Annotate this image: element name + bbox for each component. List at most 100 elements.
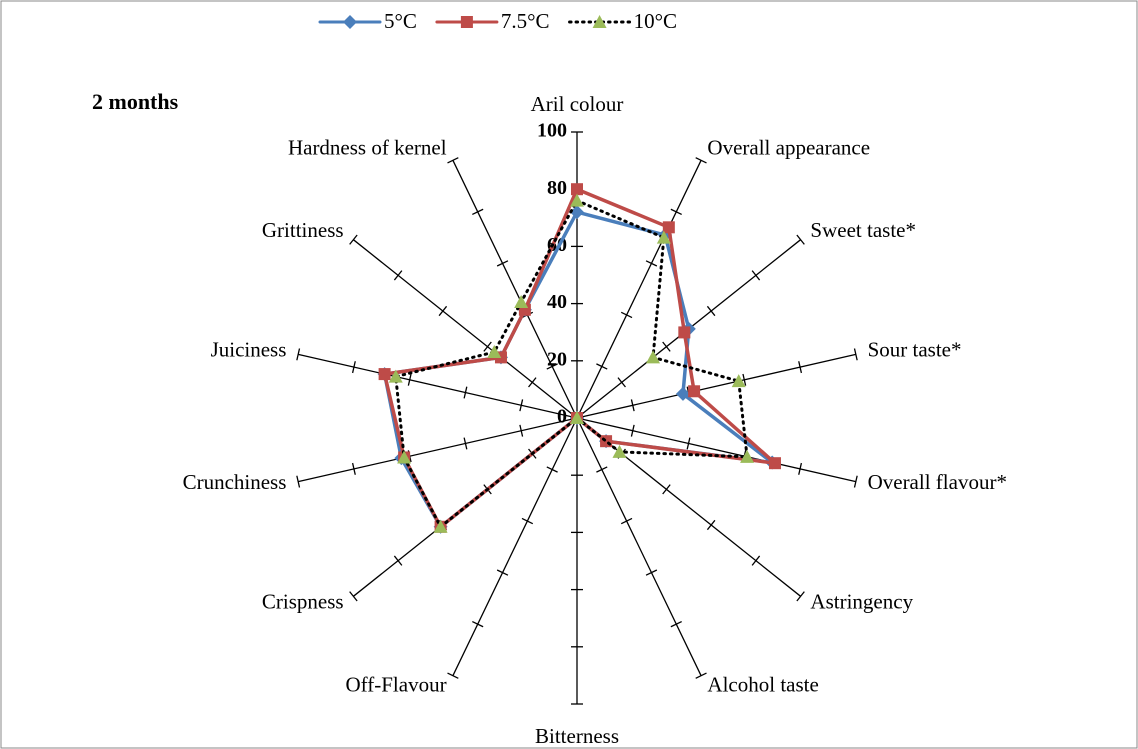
axis-line bbox=[352, 239, 578, 419]
tick-mark bbox=[686, 437, 691, 450]
category-label: Crispness bbox=[262, 590, 344, 614]
tick-mark bbox=[751, 270, 761, 281]
tick-mark bbox=[617, 377, 626, 388]
series-marker bbox=[514, 295, 529, 309]
r-tick-label: 100 bbox=[537, 120, 567, 142]
tick-mark bbox=[853, 348, 858, 361]
series-marker bbox=[378, 368, 391, 381]
tick-mark bbox=[296, 475, 301, 488]
tick-mark bbox=[798, 462, 803, 475]
axis-line bbox=[452, 160, 578, 419]
legend-label: 7.5°C bbox=[501, 9, 550, 33]
tick-mark bbox=[695, 672, 707, 679]
legend-label: 5°C bbox=[384, 9, 417, 33]
series-marker bbox=[570, 193, 584, 207]
r-tick-label: 0 bbox=[557, 406, 567, 428]
series-marker bbox=[662, 221, 675, 234]
series-marker bbox=[570, 205, 584, 220]
category-label: Hardness of kernel bbox=[288, 135, 447, 159]
r-tick-label: 40 bbox=[547, 291, 567, 313]
category-label: Sour taste* bbox=[868, 338, 962, 362]
category-label: Juiciness bbox=[211, 338, 287, 362]
category-label: Bitterness bbox=[535, 724, 619, 748]
category-label: Astringency bbox=[810, 590, 913, 614]
tick-mark bbox=[751, 555, 761, 566]
tick-mark bbox=[393, 555, 403, 566]
axis-line bbox=[576, 417, 702, 676]
tick-mark bbox=[645, 569, 658, 576]
tick-mark bbox=[496, 260, 509, 267]
legend-marker bbox=[343, 15, 357, 29]
r-tick-label: 20 bbox=[547, 348, 567, 370]
tick-mark bbox=[546, 363, 558, 370]
category-label: Alcohol taste bbox=[707, 672, 818, 696]
axis-line bbox=[452, 417, 578, 676]
series-marker bbox=[487, 345, 502, 359]
tick-mark bbox=[447, 672, 459, 679]
series-marker bbox=[740, 449, 755, 463]
axis-line bbox=[298, 353, 578, 419]
tick-mark bbox=[706, 305, 716, 317]
tick-mark bbox=[620, 311, 633, 319]
series-marker bbox=[731, 374, 746, 388]
tick-mark bbox=[796, 591, 805, 602]
series-marker bbox=[646, 350, 661, 364]
tick-mark bbox=[662, 341, 671, 352]
legend-marker bbox=[460, 16, 473, 28]
category-label: Aril colour bbox=[531, 92, 624, 116]
axis-line bbox=[576, 353, 856, 419]
tick-mark bbox=[596, 466, 608, 473]
tick-mark bbox=[620, 517, 633, 525]
tick-mark bbox=[798, 361, 803, 374]
tick-mark bbox=[496, 569, 509, 576]
tick-mark bbox=[706, 519, 716, 531]
tick-mark bbox=[483, 341, 492, 352]
series-marker bbox=[768, 457, 781, 470]
tick-mark bbox=[463, 437, 468, 450]
tick-mark bbox=[349, 591, 358, 602]
tick-mark bbox=[662, 484, 671, 495]
category-label: Grittiness bbox=[262, 218, 344, 242]
tick-mark bbox=[630, 424, 635, 437]
series-marker bbox=[571, 183, 583, 196]
axis-line bbox=[298, 417, 578, 483]
category-label: Overall flavour* bbox=[868, 470, 1007, 494]
axis-line bbox=[576, 160, 702, 419]
tick-mark bbox=[349, 234, 358, 245]
series-marker bbox=[570, 411, 584, 424]
tick-mark bbox=[853, 475, 858, 488]
tick-mark bbox=[351, 361, 356, 374]
tick-mark bbox=[296, 348, 301, 361]
tick-mark bbox=[630, 399, 635, 412]
tick-mark bbox=[521, 517, 534, 525]
tick-mark bbox=[463, 386, 468, 399]
tick-mark bbox=[407, 373, 412, 386]
tick-mark bbox=[393, 270, 403, 281]
tick-mark bbox=[447, 157, 459, 164]
tick-mark bbox=[596, 363, 608, 370]
series-marker bbox=[675, 386, 690, 401]
series-marker bbox=[433, 519, 448, 533]
category-label: Sweet taste* bbox=[810, 218, 916, 242]
tick-mark bbox=[546, 466, 558, 473]
tick-mark bbox=[438, 305, 448, 317]
series-marker bbox=[688, 385, 701, 398]
tick-mark bbox=[670, 620, 682, 628]
tick-mark bbox=[472, 208, 484, 216]
tick-mark bbox=[351, 462, 356, 475]
category-label: Off-Flavour bbox=[345, 672, 446, 696]
tick-mark bbox=[519, 424, 524, 437]
axis-line bbox=[576, 417, 856, 483]
legend-label: 10°C bbox=[634, 9, 677, 33]
tick-mark bbox=[670, 208, 682, 216]
series-marker bbox=[397, 450, 412, 464]
category-label: Overall appearance bbox=[707, 135, 870, 159]
tick-mark bbox=[796, 234, 805, 245]
legend-marker bbox=[592, 15, 607, 28]
series-marker bbox=[612, 444, 627, 458]
tick-mark bbox=[695, 157, 707, 164]
series-marker bbox=[656, 230, 671, 244]
r-tick-label: 80 bbox=[547, 177, 567, 199]
tick-mark bbox=[528, 377, 537, 388]
